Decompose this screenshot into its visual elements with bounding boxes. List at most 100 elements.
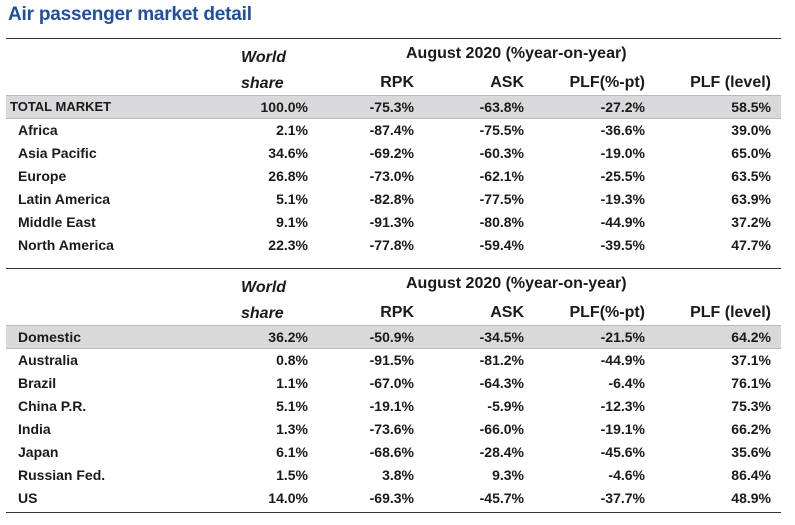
rpk-cell: -82.8% xyxy=(369,191,414,207)
period-header: August 2020 (%year-on-year) xyxy=(406,275,627,292)
rpk-cell: -87.4% xyxy=(369,122,414,138)
ask-cell: -81.2% xyxy=(479,352,524,368)
plf-pt-cell: -45.6% xyxy=(600,444,645,460)
ask-cell: -66.0% xyxy=(479,421,524,437)
plf-pt-cell: -25.5% xyxy=(600,168,645,184)
row-name: North America xyxy=(18,237,114,253)
world-share-cell: 1.5% xyxy=(276,467,308,483)
rpk-cell: -73.6% xyxy=(369,421,414,437)
row-name: Middle East xyxy=(18,214,96,230)
table-row: Japan 6.1% -68.6% -28.4% -45.6% 35.6% xyxy=(6,441,781,464)
ask-cell: -45.7% xyxy=(479,490,524,506)
plf-pt-cell: -12.3% xyxy=(600,398,645,414)
table-row-total: TOTAL MARKET 100.0% -75.3% -63.8% -27.2% 58.5… xyxy=(6,95,781,119)
ask-cell: -75.5% xyxy=(479,122,524,138)
plf-pt-cell: -19.0% xyxy=(600,145,645,161)
plf-pt-cell: -37.7% xyxy=(600,490,645,506)
ask-cell: -59.4% xyxy=(479,237,524,253)
rpk-cell: -69.3% xyxy=(369,490,414,506)
plf-level-cell: 63.9% xyxy=(731,191,771,207)
plf-pt-cell: -4.6% xyxy=(608,467,645,483)
plf-level-cell: 47.7% xyxy=(731,237,771,253)
rpk-cell: -68.6% xyxy=(369,444,414,460)
table-row: US 14.0% -69.3% -45.7% -37.7% 48.9% xyxy=(6,487,781,510)
table-row: India 1.3% -73.6% -66.0% -19.1% 66.2% xyxy=(6,418,781,441)
plf-level-cell: 64.2% xyxy=(731,329,771,345)
plf-pt-cell: -19.3% xyxy=(600,191,645,207)
ask-cell: -34.5% xyxy=(479,329,524,345)
plf-pt-cell: -27.2% xyxy=(600,99,645,115)
table-header: World share August 2020 (%year-on-year) … xyxy=(6,269,781,325)
table-row: Europe 26.8% -73.0% -62.1% -25.5% 63.5% xyxy=(6,165,781,188)
world-share-cell: 100.0% xyxy=(260,99,308,115)
rpk-cell: -91.5% xyxy=(369,352,414,368)
row-name: India xyxy=(18,421,51,437)
world-share-header-line2: share xyxy=(241,305,284,322)
row-name: Brazil xyxy=(18,375,57,391)
plf-level-cell: 65.0% xyxy=(731,145,771,161)
table-row: Australia 0.8% -91.5% -81.2% -44.9% 37.1% xyxy=(6,349,781,372)
ask-cell: -28.4% xyxy=(479,444,524,460)
world-share-cell: 22.3% xyxy=(268,237,308,253)
page-title: Air passenger market detail xyxy=(8,4,252,25)
row-name: Africa xyxy=(18,122,58,138)
row-name: Japan xyxy=(18,444,59,460)
world-share-cell: 5.1% xyxy=(276,191,308,207)
row-name: Europe xyxy=(18,168,67,184)
plf-level-cell: 37.1% xyxy=(731,352,771,368)
plf-level-cell: 58.5% xyxy=(731,99,771,115)
rpk-cell: -69.2% xyxy=(369,145,414,161)
world-share-cell: 2.1% xyxy=(276,122,308,138)
rpk-cell: -77.8% xyxy=(369,237,414,253)
domestic-body: Domestic 36.2% -50.9% -34.5% -21.5% 64.2% Aust… xyxy=(6,325,781,510)
rpk-header: RPK xyxy=(380,304,414,321)
plf-level-cell: 86.4% xyxy=(731,467,771,483)
world-share-header: World xyxy=(241,279,287,296)
world-share-cell: 0.8% xyxy=(276,352,308,368)
ask-cell: -64.3% xyxy=(479,375,524,391)
table-row: Russian Fed. 1.5% 3.8% 9.3% -4.6% 86.4% xyxy=(6,464,781,487)
world-share-cell: 26.8% xyxy=(268,168,308,184)
row-name: TOTAL MARKET xyxy=(10,99,112,114)
plf-pt-cell: -44.9% xyxy=(600,214,645,230)
table-header: World share August 2020 (%year-on-year) … xyxy=(6,39,781,95)
world-share-header-line2: share xyxy=(241,75,284,92)
world-share-cell: 1.1% xyxy=(276,375,308,391)
regions-body: TOTAL MARKET 100.0% -75.3% -63.8% -27.2% 58.5… xyxy=(6,95,781,257)
plf-pt-cell: -6.4% xyxy=(608,375,645,391)
table-row: North America 22.3% -77.8% -59.4% -39.5% 47.7… xyxy=(6,234,781,257)
plf-pt-header: PLF(%-pt) xyxy=(569,74,645,91)
plf-level-cell: 48.9% xyxy=(731,490,771,506)
ask-cell: -80.8% xyxy=(479,214,524,230)
table-row: China P.R. 5.1% -19.1% -5.9% -12.3% 75.3% xyxy=(6,395,781,418)
plf-pt-header: PLF(%-pt) xyxy=(569,304,645,321)
table-row: Middle East 9.1% -91.3% -80.8% -44.9% 37.2% xyxy=(6,211,781,234)
world-share-header: World xyxy=(241,49,287,66)
rpk-cell: -73.0% xyxy=(369,168,414,184)
ask-cell: -5.9% xyxy=(487,398,524,414)
period-header: August 2020 (%year-on-year) xyxy=(406,45,627,62)
plf-pt-cell: -44.9% xyxy=(600,352,645,368)
ask-header: ASK xyxy=(490,74,524,91)
table-row-total: Domestic 36.2% -50.9% -34.5% -21.5% 64.2% xyxy=(6,325,781,349)
plf-level-header: PLF (level) xyxy=(690,304,771,321)
rpk-cell: -67.0% xyxy=(369,375,414,391)
plf-pt-cell: -19.1% xyxy=(600,421,645,437)
regions-table: World share August 2020 (%year-on-year) … xyxy=(6,38,781,257)
ask-cell: -63.8% xyxy=(479,99,524,115)
table-bottom-rule xyxy=(6,512,781,513)
world-share-cell: 9.1% xyxy=(276,214,308,230)
ask-header: ASK xyxy=(490,304,524,321)
world-share-cell: 34.6% xyxy=(268,145,308,161)
ask-cell: -60.3% xyxy=(479,145,524,161)
row-name: US xyxy=(18,490,38,506)
ask-cell: 9.3% xyxy=(492,467,524,483)
table-top-rule xyxy=(6,38,781,39)
row-name: Australia xyxy=(18,352,78,368)
plf-level-header: PLF (level) xyxy=(690,74,771,91)
plf-level-cell: 76.1% xyxy=(731,375,771,391)
world-share-cell: 36.2% xyxy=(268,329,308,345)
table-row: Brazil 1.1% -67.0% -64.3% -6.4% 76.1% xyxy=(6,372,781,395)
ask-cell: -62.1% xyxy=(479,168,524,184)
domestic-table: World share August 2020 (%year-on-year) … xyxy=(6,268,781,513)
